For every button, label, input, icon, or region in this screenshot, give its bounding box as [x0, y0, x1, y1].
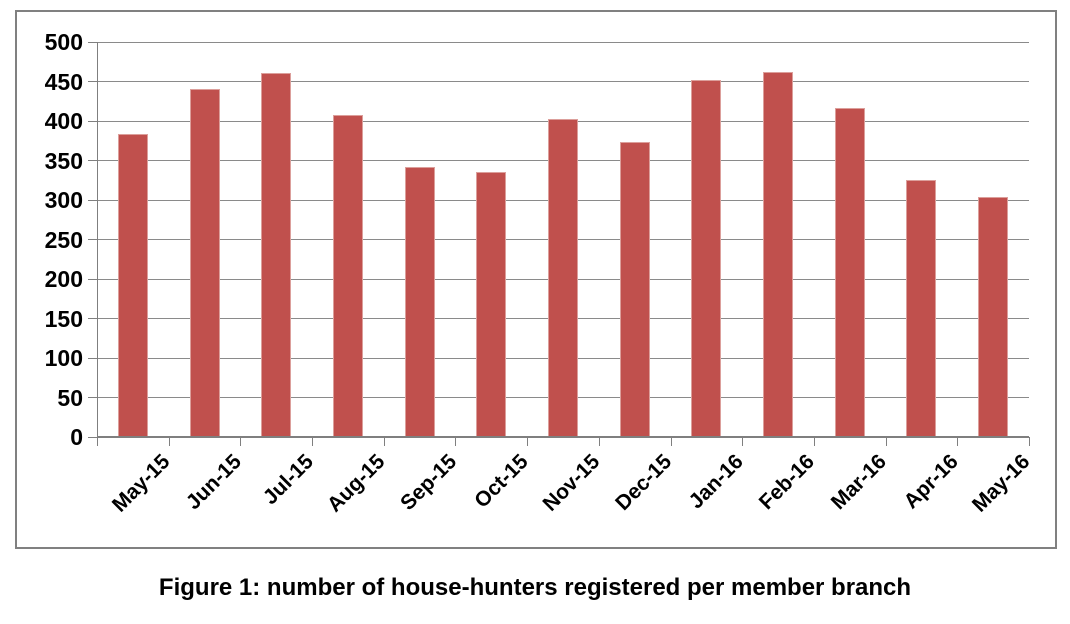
x-axis-tick — [168, 437, 170, 446]
y-axis-tick — [88, 397, 97, 398]
y-axis-tick — [88, 278, 97, 280]
bar-may-16 — [978, 196, 1009, 437]
y-axis-tick — [88, 41, 97, 43]
x-axis-label-dec-15: Dec-15 — [610, 450, 676, 515]
x-axis-tick — [885, 437, 887, 446]
y-axis-tick-label: 400 — [44, 108, 83, 134]
x-axis-label-may-16: May-16 — [967, 450, 1035, 517]
x-axis-tick — [670, 437, 672, 446]
y-axis-tick-label: 0 — [70, 424, 83, 450]
bar-aug-15 — [332, 114, 363, 437]
x-axis-tick — [240, 437, 242, 446]
x-axis-tick — [383, 437, 385, 446]
y-axis-line — [97, 42, 98, 445]
y-axis-tick — [88, 357, 97, 359]
x-axis-tick — [957, 437, 959, 446]
y-axis-tick-label: 500 — [44, 29, 83, 55]
x-axis-tick — [598, 437, 600, 446]
bar-nov-15 — [548, 118, 578, 437]
y-axis-tick-label: 450 — [44, 68, 83, 95]
bar-apr-16 — [906, 180, 937, 437]
y-axis-tick-label: 150 — [44, 305, 83, 332]
x-axis-tick — [97, 437, 98, 446]
x-axis-tick — [527, 437, 529, 446]
x-axis-label-jun-15: Jun-15 — [181, 450, 246, 515]
y-axis-tick-label: 250 — [44, 226, 83, 253]
bar-jul-15 — [261, 72, 292, 437]
bar-dec-15 — [619, 142, 650, 437]
x-axis-label-apr-16: Apr-16 — [899, 450, 963, 514]
bar-may-15 — [117, 134, 148, 437]
x-axis-label-aug-15: Aug-15 — [322, 450, 390, 517]
y-axis-tick-label: 300 — [44, 187, 83, 213]
x-axis-label-mar-16: Mar-16 — [826, 450, 892, 515]
y-axis-tick-label: 200 — [44, 266, 83, 292]
bar-chart: 0 50 100 150 200 250 300 350 400 450 500 May-15 Jun-… — [15, 10, 1057, 549]
y-axis-tick — [88, 160, 97, 161]
x-axis-tick — [813, 437, 815, 446]
bar-feb-16 — [763, 72, 794, 437]
x-axis-label-jul-15: Jul-15 — [258, 450, 318, 510]
y-axis-tick — [88, 436, 97, 438]
x-axis-tick — [312, 437, 314, 446]
x-axis-label-may-15: May-15 — [107, 450, 175, 517]
x-axis-label-sep-15: Sep-15 — [395, 450, 461, 515]
gridline-450 — [97, 81, 1029, 82]
x-axis-label-oct-15: Oct-15 — [470, 450, 533, 513]
x-axis-tick — [1029, 437, 1030, 446]
figure-caption: Figure 1: number of house-hunters regist… — [158, 574, 912, 601]
y-axis-tick — [88, 318, 97, 319]
bar-sep-15 — [404, 166, 435, 437]
gridline-500 — [97, 41, 1029, 43]
y-axis-tick-label: 100 — [44, 345, 83, 371]
y-axis-tick — [88, 199, 97, 201]
x-axis-label-feb-16: Feb-16 — [755, 450, 820, 515]
bar-jun-15 — [189, 89, 220, 437]
bar-jan-16 — [691, 79, 722, 437]
x-axis-label-jan-16: Jan-16 — [684, 450, 748, 514]
x-axis-label-nov-15: Nov-15 — [538, 450, 605, 516]
x-axis-tick — [742, 437, 744, 446]
x-axis-tick — [455, 437, 457, 446]
y-axis-tick-label: 350 — [44, 147, 83, 174]
bar-mar-16 — [834, 108, 865, 437]
y-axis-tick — [88, 120, 97, 122]
y-axis-tick — [88, 239, 97, 240]
y-axis-tick-label: 50 — [57, 384, 83, 411]
bar-oct-15 — [476, 171, 507, 437]
y-axis-tick — [88, 81, 97, 82]
x-axis-line — [97, 436, 1029, 438]
